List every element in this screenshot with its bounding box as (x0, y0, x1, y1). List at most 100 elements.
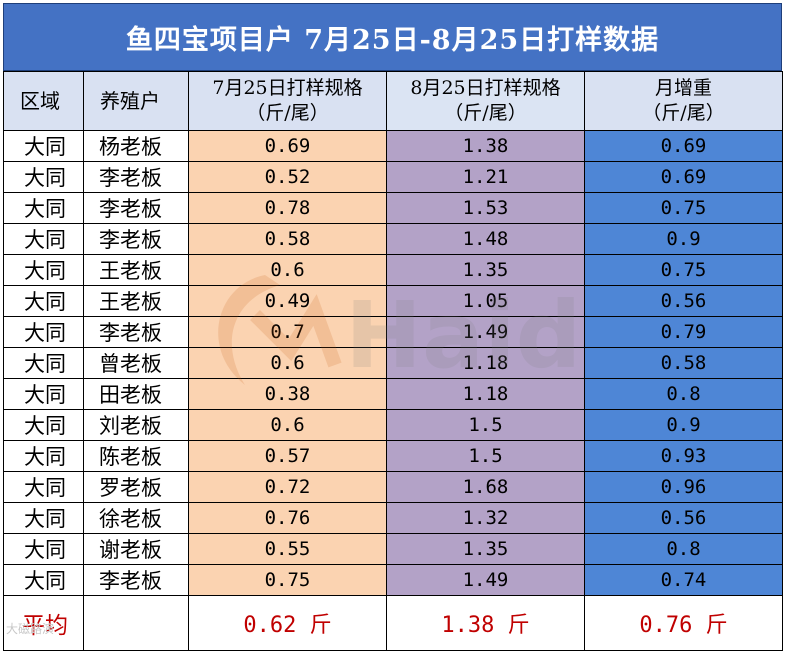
header-aug-line2: （斤/尾） (444, 102, 527, 124)
region-cell: 大同 (3, 192, 84, 224)
farmer-cell: 李老板 (83, 316, 189, 348)
jul-spec-cell: 0.78 (188, 192, 387, 224)
jul-spec-cell: 0.76 (188, 502, 387, 534)
header-row: 区域 养殖户 7月25日打样规格 （斤/尾） 8月25日打样规格 （斤/尾） 月… (3, 71, 783, 131)
monthly-gain-cell: 0.8 (584, 533, 783, 565)
region-cell: 大同 (3, 440, 84, 472)
monthly-gain-cell: 0.74 (584, 564, 783, 596)
monthly-gain-cell: 0.8 (584, 378, 783, 410)
jul-spec-cell: 0.72 (188, 471, 387, 503)
table-row: 大同 王老板 0.49 1.05 0.56 (3, 285, 783, 317)
farmer-cell: 陈老板 (83, 440, 189, 472)
aug-spec-cell: 1.32 (386, 502, 585, 534)
jul-spec-cell: 0.58 (188, 223, 387, 255)
table-row: 大同 李老板 0.58 1.48 0.9 (3, 223, 783, 255)
sampling-table: 区域 养殖户 7月25日打样规格 （斤/尾） 8月25日打样规格 （斤/尾） 月… (3, 71, 783, 651)
aug-spec-cell: 1.49 (386, 316, 585, 348)
table-row: 大同 田老板 0.38 1.18 0.8 (3, 378, 783, 410)
header-jul-line2: （斤/尾） (246, 102, 329, 124)
jul-spec-cell: 0.49 (188, 285, 387, 317)
farmer-cell: 李老板 (83, 161, 189, 193)
farmer-cell: 田老板 (83, 378, 189, 410)
region-cell: 大同 (3, 502, 84, 534)
average-label: 平均 (3, 595, 84, 651)
region-cell: 大同 (3, 564, 84, 596)
monthly-gain-cell: 0.56 (584, 502, 783, 534)
farmer-cell: 王老板 (83, 285, 189, 317)
table-row: 大同 谢老板 0.55 1.35 0.8 (3, 533, 783, 565)
table-row: 大同 王老板 0.6 1.35 0.75 (3, 254, 783, 286)
average-jul: 0.62 斤 (188, 595, 387, 651)
region-cell: 大同 (3, 285, 84, 317)
aug-spec-cell: 1.68 (386, 471, 585, 503)
jul-spec-cell: 0.6 (188, 254, 387, 286)
jul-spec-cell: 0.38 (188, 378, 387, 410)
header-farmer: 养殖户 (83, 71, 189, 131)
region-cell: 大同 (3, 161, 84, 193)
farmer-cell: 罗老板 (83, 471, 189, 503)
aug-spec-cell: 1.18 (386, 378, 585, 410)
region-cell: 大同 (3, 471, 84, 503)
aug-spec-cell: 1.38 (386, 130, 585, 162)
monthly-gain-cell: 0.56 (584, 285, 783, 317)
farmer-cell: 李老板 (83, 192, 189, 224)
header-jul-spec: 7月25日打样规格 （斤/尾） (188, 71, 387, 131)
monthly-gain-cell: 0.75 (584, 254, 783, 286)
table-row: 大同 李老板 0.7 1.49 0.79 (3, 316, 783, 348)
monthly-gain-cell: 0.79 (584, 316, 783, 348)
region-cell: 大同 (3, 130, 84, 162)
farmer-cell: 徐老板 (83, 502, 189, 534)
monthly-gain-cell: 0.9 (584, 223, 783, 255)
header-jul-line1: 7月25日打样规格 (212, 77, 363, 99)
header-aug-spec: 8月25日打样规格 （斤/尾） (386, 71, 585, 131)
table-row: 大同 曾老板 0.6 1.18 0.58 (3, 347, 783, 379)
table-row: 大同 陈老板 0.57 1.5 0.93 (3, 440, 783, 472)
average-gain: 0.76 斤 (584, 595, 783, 651)
aug-spec-cell: 1.53 (386, 192, 585, 224)
aug-spec-cell: 1.35 (386, 533, 585, 565)
monthly-gain-cell: 0.93 (584, 440, 783, 472)
header-gain-line2: （斤/尾） (642, 102, 725, 124)
table-row: 大同 罗老板 0.72 1.68 0.96 (3, 471, 783, 503)
farmer-cell: 刘老板 (83, 409, 189, 441)
farmer-cell: 王老板 (83, 254, 189, 286)
region-cell: 大同 (3, 316, 84, 348)
aug-spec-cell: 1.05 (386, 285, 585, 317)
jul-spec-cell: 0.55 (188, 533, 387, 565)
aug-spec-cell: 1.18 (386, 347, 585, 379)
monthly-gain-cell: 0.69 (584, 130, 783, 162)
jul-spec-cell: 0.52 (188, 161, 387, 193)
jul-spec-cell: 0.7 (188, 316, 387, 348)
region-cell: 大同 (3, 223, 84, 255)
header-monthly-gain: 月增重 （斤/尾） (584, 71, 783, 131)
table-row: 大同 杨老板 0.69 1.38 0.69 (3, 130, 783, 162)
average-empty-cell (83, 595, 189, 651)
sheet-title: 鱼四宝项目户 7月25日-8月25日打样数据 (3, 3, 782, 71)
corner-watermark: 大磁路演 (6, 622, 55, 636)
aug-spec-cell: 1.21 (386, 161, 585, 193)
region-cell: 大同 (3, 254, 84, 286)
monthly-gain-cell: 0.75 (584, 192, 783, 224)
monthly-gain-cell: 0.58 (584, 347, 783, 379)
jul-spec-cell: 0.6 (188, 409, 387, 441)
region-cell: 大同 (3, 533, 84, 565)
table-body: 大同 杨老板 0.69 1.38 0.69 大同 李老板 0.52 1.21 0.69 大同 李老板 0… (3, 130, 783, 596)
farmer-cell: 李老板 (83, 564, 189, 596)
table-row: 大同 刘老板 0.6 1.5 0.9 (3, 409, 783, 441)
aug-spec-cell: 1.5 (386, 409, 585, 441)
table-row: 大同 李老板 0.75 1.49 0.74 (3, 564, 783, 596)
table-row: 大同 李老板 0.52 1.21 0.69 (3, 161, 783, 193)
jul-spec-cell: 0.75 (188, 564, 387, 596)
aug-spec-cell: 1.5 (386, 440, 585, 472)
aug-spec-cell: 1.35 (386, 254, 585, 286)
region-cell: 大同 (3, 409, 84, 441)
farmer-cell: 曾老板 (83, 347, 189, 379)
header-aug-line1: 8月25日打样规格 (410, 77, 561, 99)
header-region: 区域 (3, 71, 84, 131)
jul-spec-cell: 0.6 (188, 347, 387, 379)
jul-spec-cell: 0.57 (188, 440, 387, 472)
monthly-gain-cell: 0.69 (584, 161, 783, 193)
farmer-cell: 李老板 (83, 223, 189, 255)
farmer-cell: 杨老板 (83, 130, 189, 162)
